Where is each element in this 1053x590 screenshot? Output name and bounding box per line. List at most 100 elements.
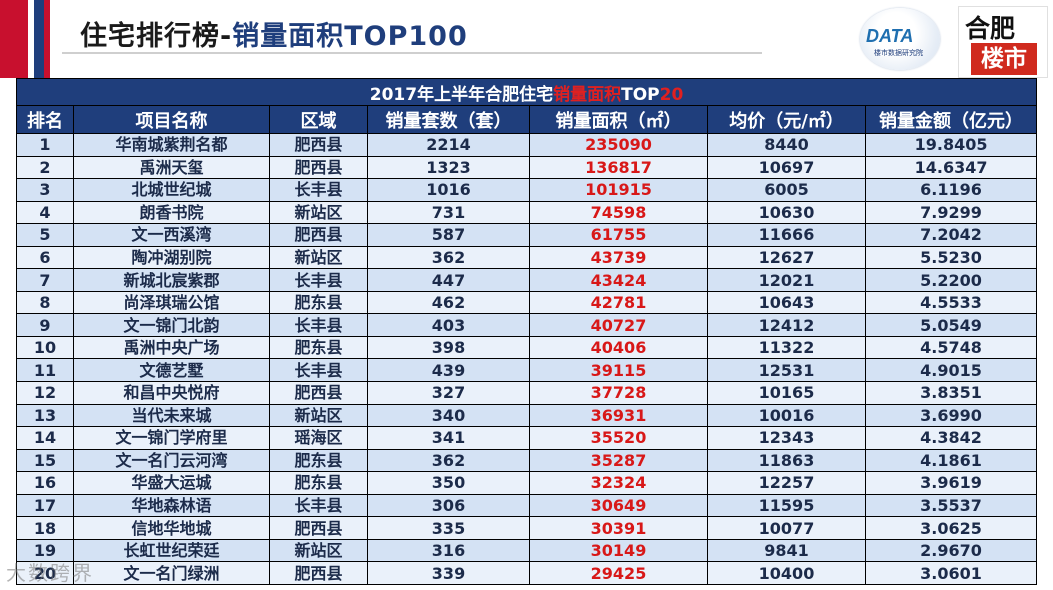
area-cell: 43739 [529, 245, 708, 270]
project-name-cell: 文一名门绿洲 [73, 561, 270, 585]
city-logo-line1: 合肥 [965, 14, 1016, 43]
price-cell: 10165 [707, 381, 866, 405]
area-cell: 43424 [529, 268, 708, 292]
project-name-cell: 尚泽琪瑞公馆 [73, 290, 270, 315]
area-cell: 39115 [529, 358, 708, 383]
flag-stripe-red-2 [44, 0, 50, 78]
project-name-cell: 华盛大运城 [73, 471, 270, 495]
table-row: 8 尚泽琪瑞公馆 肥东县 462 42781 10643 4.5533 [16, 290, 1038, 315]
amount-cell: 3.5537 [864, 493, 1038, 518]
project-name-cell: 文一锦门学府里 [73, 426, 270, 450]
area-cell: 35520 [529, 426, 708, 450]
price-cell: 10400 [707, 561, 866, 585]
district-cell: 新站区 [269, 200, 368, 225]
table-caption-top: TOP [621, 84, 660, 105]
rank-cell: 19 [16, 538, 74, 563]
header-units: 销量套数（套） [367, 105, 530, 134]
rank-cell: 9 [16, 313, 74, 337]
district-cell: 长丰县 [269, 178, 368, 202]
amount-cell: 2.9670 [864, 538, 1038, 563]
district-cell: 长丰县 [269, 313, 368, 337]
amount-cell: 3.6990 [864, 403, 1038, 428]
project-name-cell: 文一西溪湾 [73, 223, 270, 247]
price-cell: 12021 [707, 268, 866, 292]
amount-cell: 5.2200 [864, 268, 1038, 292]
table-caption-highlight: 销量面积 [553, 84, 622, 105]
rank-cell: 10 [16, 335, 74, 360]
area-cell: 136817 [529, 155, 708, 180]
price-cell: 8440 [707, 133, 866, 157]
amount-cell: 4.5748 [864, 335, 1038, 360]
units-cell: 398 [367, 335, 530, 360]
area-cell: 32324 [529, 471, 708, 495]
amount-cell: 3.9619 [864, 471, 1038, 495]
table-row: 9 文一锦门北韵 长丰县 403 40727 12412 5.0549 [16, 313, 1038, 337]
project-name-cell: 文德艺墅 [73, 358, 270, 383]
district-cell: 肥西县 [269, 516, 368, 540]
project-name-cell: 新城北宸紫郡 [73, 268, 270, 292]
header-project: 项目名称 [73, 105, 270, 134]
units-cell: 462 [367, 290, 530, 315]
units-cell: 341 [367, 426, 530, 450]
table-row: 5 文一西溪湾 肥西县 587 61755 11666 7.2042 [16, 223, 1038, 247]
area-cell: 30149 [529, 538, 708, 563]
price-cell: 6005 [707, 178, 866, 202]
table-caption-number: 20 [659, 84, 684, 105]
watermark: 大数跨界 [6, 561, 94, 585]
area-cell: 29425 [529, 561, 708, 585]
rank-cell: 14 [16, 426, 74, 450]
flag-stripe-red [0, 0, 28, 78]
data-logo: DATA 楼市数据研究院 [860, 8, 940, 70]
ranking-table: 2017年上半年合肥住宅销量面积TOP20 排名 项目名称 区域 销量套数（套） 销量面… [15, 78, 1038, 585]
district-cell: 肥东县 [269, 290, 368, 315]
price-cell: 11322 [707, 335, 866, 360]
area-cell: 36931 [529, 403, 708, 428]
district-cell: 肥东县 [269, 471, 368, 495]
amount-cell: 4.1861 [864, 448, 1038, 473]
header-area: 销量面积（㎡） [529, 105, 708, 134]
price-cell: 9841 [707, 538, 866, 563]
page-title-accent: 销量面积TOP100 [232, 21, 468, 52]
project-name-cell: 信地华地城 [73, 516, 270, 540]
rank-cell: 4 [16, 200, 74, 225]
project-name-cell: 禹洲中央广场 [73, 335, 270, 360]
table-row: 10 禹洲中央广场 肥东县 398 40406 11322 4.5748 [16, 335, 1038, 360]
price-cell: 11863 [707, 448, 866, 473]
district-cell: 肥东县 [269, 335, 368, 360]
project-name-cell: 禹洲天玺 [73, 155, 270, 180]
district-cell: 肥西县 [269, 223, 368, 247]
area-cell: 40406 [529, 335, 708, 360]
project-name-cell: 长虹世纪荣廷 [73, 538, 270, 563]
district-cell: 长丰县 [269, 268, 368, 292]
table-row: 14 文一锦门学府里 瑶海区 341 35520 12343 4.3842 [16, 426, 1038, 450]
units-cell: 1016 [367, 178, 530, 202]
rank-cell: 11 [16, 358, 74, 383]
page-title: 住宅排行榜-销量面积TOP100 [80, 14, 468, 53]
table-row: 15 文一名门云河湾 肥东县 362 35287 11863 4.1861 [16, 448, 1038, 473]
units-cell: 362 [367, 245, 530, 270]
table-row: 16 华盛大运城 肥东县 350 32324 12257 3.9619 [16, 471, 1038, 495]
units-cell: 335 [367, 516, 530, 540]
price-cell: 10077 [707, 516, 866, 540]
price-cell: 12627 [707, 245, 866, 270]
rank-cell: 18 [16, 516, 74, 540]
table-row: 11 文德艺墅 长丰县 439 39115 12531 4.9015 [16, 358, 1038, 383]
rank-cell: 5 [16, 223, 74, 247]
price-cell: 12257 [707, 471, 866, 495]
table-body: 1 华南城紫荆名都 肥西县 2214 235090 8440 19.8405 2 禹洲天玺 肥西县… [16, 133, 1038, 585]
area-cell: 74598 [529, 200, 708, 225]
area-cell: 37728 [529, 381, 708, 405]
units-cell: 439 [367, 358, 530, 383]
rank-cell: 3 [16, 178, 74, 202]
price-cell: 10016 [707, 403, 866, 428]
amount-cell: 4.3842 [864, 426, 1038, 450]
district-cell: 肥西县 [269, 133, 368, 157]
table-row: 2 禹洲天玺 肥西县 1323 136817 10697 14.6347 [16, 155, 1038, 180]
rank-cell: 1 [16, 133, 74, 157]
amount-cell: 7.9299 [864, 200, 1038, 225]
amount-cell: 3.0601 [864, 561, 1038, 585]
amount-cell: 4.9015 [864, 358, 1038, 383]
rank-cell: 7 [16, 268, 74, 292]
price-cell: 10643 [707, 290, 866, 315]
amount-cell: 6.1196 [864, 178, 1038, 202]
